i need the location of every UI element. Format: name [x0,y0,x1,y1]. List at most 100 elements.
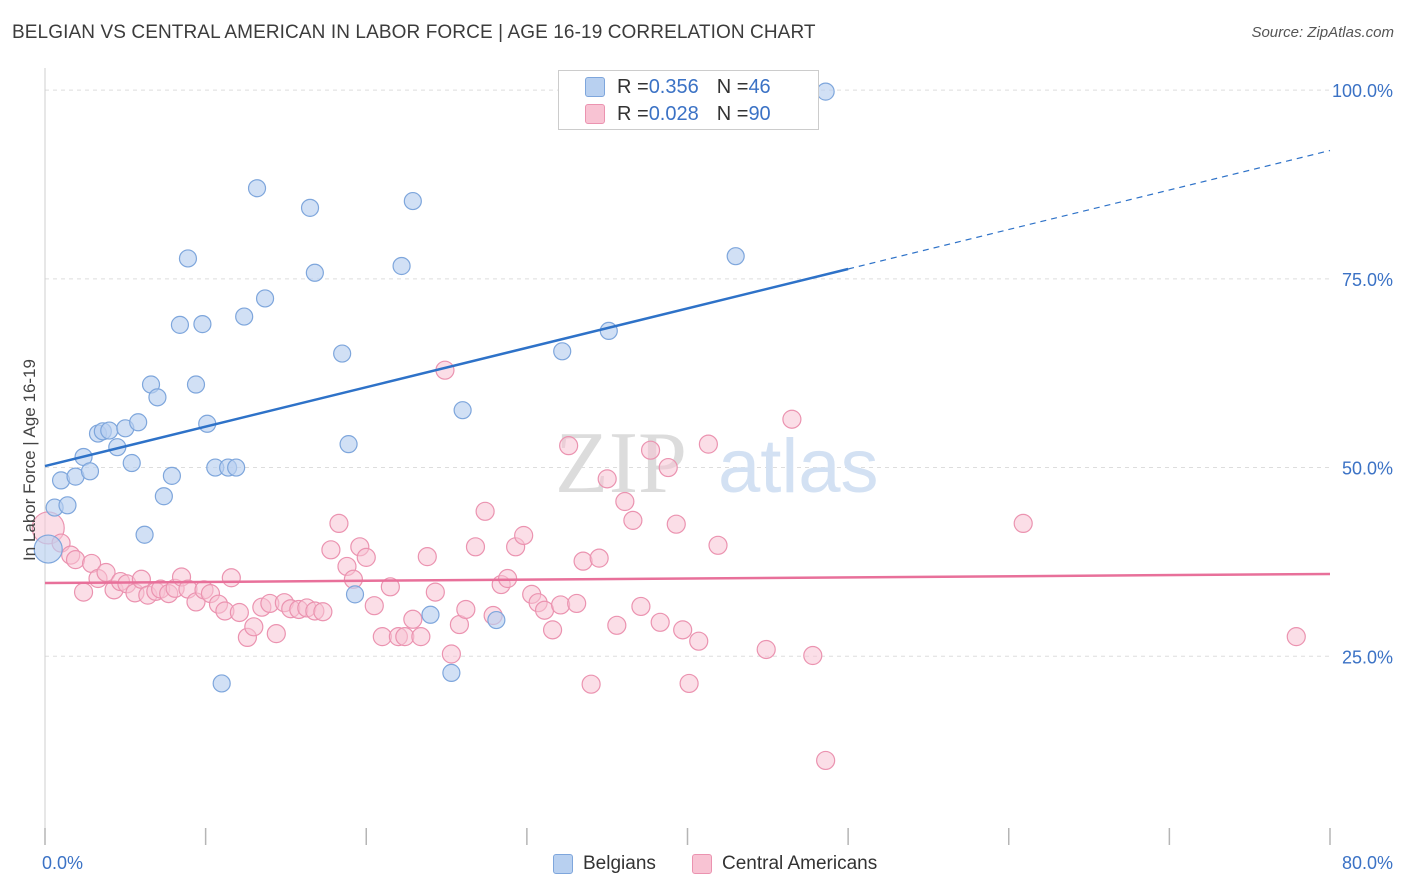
legend-r-label: R = [617,75,649,98]
legend-swatch-belgians [585,77,605,97]
legend-row-belgians: R = 0.356 N = 46 [585,74,771,100]
central-american-point [666,514,686,534]
central-american-point [589,548,609,568]
legend-row-central: R = 0.028 N = 90 [585,101,771,127]
y-tick-label: 25.0% [1342,647,1393,667]
central-american-point [689,631,709,651]
y-axis-title: In Labor Force | Age 16-19 [20,359,39,561]
central-american-point [551,595,571,615]
central-american-point [73,582,94,602]
trend-lines [44,149,1331,585]
central-american-point [403,609,423,629]
bottom-legend-swatch-central [692,854,712,874]
legend-r-value-central: 0.028 [648,102,699,125]
source-label: Source: ZipAtlas.com [1251,24,1394,41]
belgian-point [212,674,231,693]
legend-r-label: R = [617,102,649,125]
y-tick-label: 50.0% [1342,459,1393,479]
central-american-point [567,593,587,614]
central-american-point [364,596,384,616]
central-american-point [615,491,635,512]
central-american-point [673,620,693,640]
central-american-point [542,620,563,640]
belgians-trend-extension [847,149,1331,270]
central-american-point [425,582,445,602]
central-american-point [321,540,341,560]
central-american-point [372,627,392,647]
belgian-point [339,435,358,454]
central-american-point [658,457,678,478]
central-american-point [597,469,617,489]
belgian-point [345,585,365,604]
y-tick-label: 75.0% [1342,270,1393,290]
belgians-trend-line [44,267,849,468]
central-american-point [411,627,431,647]
belgian-point [135,525,154,544]
belgian-point [453,401,472,420]
belgian-point [403,191,422,211]
central-americans-trend-line [44,572,1331,585]
legend-n-value-central: 90 [748,102,771,125]
central-american-point [313,602,333,622]
legend-n-label: N = [716,75,749,98]
axes [44,68,1331,845]
belgian-point [442,663,461,682]
belgian-point [80,462,100,481]
central-american-point [698,434,718,454]
x-tick-label-min: 0.0% [42,853,83,873]
correlation-legend: R = 0.356 N = 46 R = 0.028 N = 90 [558,70,819,130]
central-american-point [640,440,661,460]
bottom-legend-central[interactable]: Central Americans [692,852,877,876]
belgian-point [726,247,745,266]
belgian-point [247,179,267,198]
belgian-point [816,82,835,101]
central-american-point [514,525,534,546]
tick-labels: 25.0% 50.0% 75.0% 100.0% 0.0% 80.0% [42,81,1393,873]
bottom-legend-label-central: Central Americans [722,853,878,874]
central-american-point [573,551,593,571]
belgian-point [122,453,141,473]
y-tick-label: 100.0% [1332,81,1393,101]
central-american-point [441,644,461,664]
central-american-point [581,674,601,694]
central-american-point [559,436,579,456]
central-american-point [65,550,86,570]
belgian-point [300,198,320,217]
central-american-point [756,639,776,660]
bottom-legend-swatch-belgians [553,854,573,874]
belgians-points [33,82,835,693]
belgian-point [487,610,506,630]
belgian-point [148,388,167,407]
central-american-point [534,600,555,620]
central-american-point [475,501,495,521]
central-american-point [221,568,241,588]
legend-n-value-belgians: 46 [748,75,771,98]
belgian-point [129,413,148,432]
belgian-point [178,249,198,268]
central-american-point [708,535,728,555]
belgian-point [162,466,181,485]
belgian-point [170,315,190,334]
legend-swatch-central [585,104,605,124]
watermark-atlas: atlas [718,424,879,509]
belgian-point [392,256,411,276]
central-american-point [380,577,400,597]
legend-r-value-belgians: 0.356 [648,75,699,98]
bottom-legend-belgians[interactable]: Belgians [553,852,656,876]
belgian-point [33,534,63,564]
belgian-point [193,315,212,334]
belgian-point [553,342,572,361]
central-american-point [356,547,376,567]
chart-title: BELGIAN VS CENTRAL AMERICAN IN LABOR FOR… [12,22,816,43]
central-american-point [244,617,264,637]
central-american-point [465,537,486,557]
central-american-point [1286,627,1306,647]
belgian-point [154,487,173,506]
watermark: ZIP atlas [555,415,879,512]
central-american-point [456,599,476,620]
x-tick-label-max: 80.0% [1342,853,1393,873]
belgian-point [100,421,119,440]
central-american-point [229,602,249,623]
central-american-point [395,627,415,647]
